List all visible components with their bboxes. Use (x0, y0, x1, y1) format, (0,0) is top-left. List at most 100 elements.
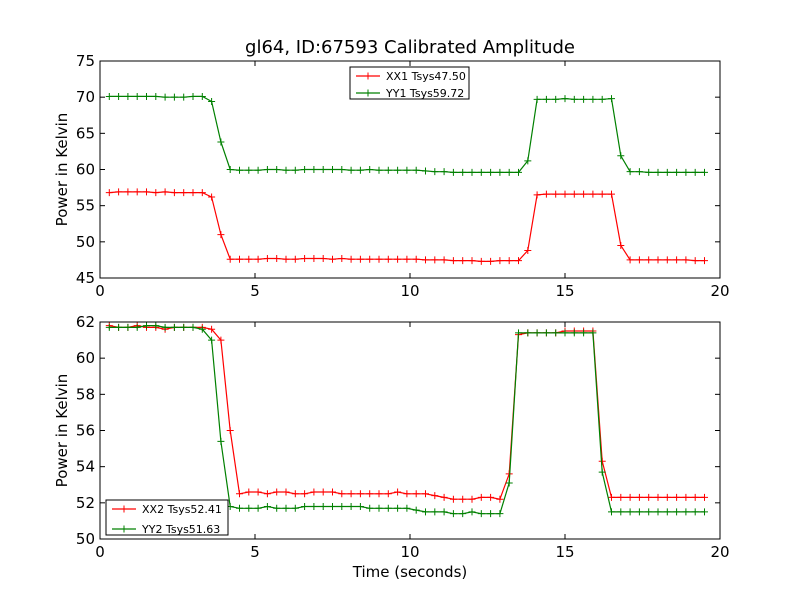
data-point (198, 325, 206, 333)
y-tick-label: 60 (76, 349, 95, 367)
data-point (226, 255, 234, 263)
x-tick-label: 5 (250, 543, 260, 561)
y-tick-label: 62 (76, 313, 95, 331)
y-tick-label: 58 (76, 385, 95, 403)
data-point (589, 95, 597, 103)
data-point (552, 329, 560, 337)
data-point (552, 190, 560, 198)
data-point (105, 92, 113, 100)
data-point (356, 255, 364, 263)
data-point (468, 168, 476, 176)
legend-marker (120, 525, 128, 533)
data-point (366, 504, 374, 512)
data-point (496, 510, 504, 518)
data-point (347, 502, 355, 510)
data-point (440, 508, 448, 516)
y-tick-label: 52 (76, 494, 95, 512)
data-point (487, 510, 495, 518)
data-point (263, 166, 271, 173)
data-point (580, 190, 588, 198)
data-point (282, 488, 290, 496)
data-point (673, 508, 681, 516)
data-point (394, 488, 402, 496)
data-point (608, 508, 615, 516)
data-point (105, 323, 113, 331)
data-point (440, 168, 448, 176)
data-point (180, 93, 188, 101)
data-point (143, 92, 150, 100)
data-point (654, 508, 662, 516)
data-point (263, 254, 271, 262)
data-point (691, 168, 699, 176)
data-point (226, 427, 234, 434)
data-point (663, 508, 671, 516)
data-point (282, 255, 290, 263)
data-point (608, 95, 615, 103)
data-point (245, 504, 253, 512)
data-point (626, 256, 634, 264)
data-point (329, 488, 336, 496)
data-point (617, 152, 625, 160)
x-tick-label: 10 (400, 282, 419, 300)
data-point (208, 98, 216, 106)
data-point (217, 231, 225, 239)
data-point (552, 95, 560, 103)
data-point (645, 508, 653, 516)
data-point (115, 188, 123, 196)
data-point (682, 168, 690, 176)
data-point (319, 254, 327, 262)
data-point (310, 488, 318, 496)
x-tick-label: 5 (250, 282, 260, 300)
data-point (542, 95, 550, 103)
data-point (617, 508, 625, 516)
chart-title: gl64, ID:67593 Calibrated Amplitude (245, 37, 575, 58)
data-point (617, 241, 625, 249)
data-point (589, 329, 597, 337)
y-tick-label: 70 (76, 88, 95, 106)
x-tick-label: 15 (555, 282, 574, 300)
y-tick-label: 50 (76, 530, 95, 548)
data-point (152, 92, 160, 100)
data-point (691, 508, 699, 516)
data-point (654, 256, 662, 264)
data-point (496, 495, 504, 503)
data-point (384, 255, 392, 263)
data-point (291, 504, 299, 512)
y-axis-label: Power in Kelvin (53, 374, 71, 488)
data-point (301, 502, 309, 510)
data-point (375, 166, 383, 174)
y-tick-label: 75 (76, 52, 95, 70)
data-point (384, 490, 392, 498)
data-point (105, 189, 113, 197)
data-point (189, 189, 197, 197)
data-point (254, 255, 262, 263)
series-xx1 (105, 188, 708, 265)
data-point (701, 168, 708, 176)
data-point (608, 190, 615, 198)
data-point (254, 504, 262, 512)
data-point (598, 468, 606, 476)
data-point (282, 166, 290, 174)
data-point (580, 95, 588, 103)
data-point (329, 255, 336, 263)
data-point (338, 166, 346, 173)
y-tick-label: 45 (76, 269, 95, 287)
data-point (403, 490, 411, 498)
data-point (598, 190, 606, 198)
data-point (403, 166, 411, 174)
data-point (217, 336, 225, 344)
data-point (524, 157, 532, 165)
data-point (356, 166, 364, 174)
data-point (217, 437, 225, 445)
data-point (663, 168, 671, 176)
data-point (384, 166, 392, 174)
data-point (691, 257, 699, 265)
data-point (310, 254, 318, 262)
data-point (561, 95, 569, 103)
data-point (635, 256, 643, 264)
data-point (394, 255, 402, 263)
data-point (542, 190, 550, 198)
data-point (161, 188, 169, 196)
data-point (626, 168, 634, 176)
